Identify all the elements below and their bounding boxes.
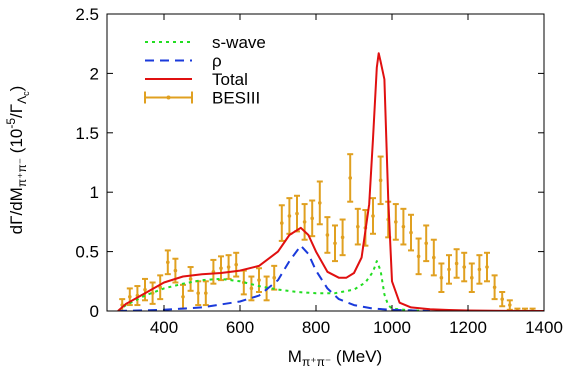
y-tick-label: 2 (90, 64, 99, 83)
series-swave-line (117, 260, 431, 311)
besiii-point (340, 235, 345, 240)
besiii-point (204, 291, 208, 295)
besiii-point (477, 267, 482, 272)
besiii-point (143, 287, 147, 292)
besiii-point (280, 221, 284, 225)
besiii-point (295, 211, 299, 216)
y-tick-label: 0.5 (75, 243, 99, 262)
besiii-point (485, 265, 489, 269)
plot-area (117, 52, 544, 311)
series-total-line (117, 52, 544, 311)
y-axis-label-sub2: Λ (15, 96, 29, 104)
besiii-point (439, 275, 444, 280)
besiii-point (318, 201, 322, 205)
besiii-point (424, 241, 429, 246)
y-tick-label: 0 (90, 302, 99, 321)
y-tick-label: 1 (90, 183, 99, 202)
besiii-point (348, 176, 353, 180)
x-tick-label: 600 (226, 318, 254, 337)
legend-swave-label: s-wave (212, 33, 266, 52)
besiii-point (454, 261, 459, 266)
besiii-point (181, 294, 185, 299)
besiii-point (325, 233, 330, 237)
x-tick-label: 1200 (449, 318, 487, 337)
x-tick-label: 400 (150, 318, 178, 337)
y-axis-label: dΓ/dMπ⁺π⁻ (10-5/ΓΛc) (4, 86, 31, 235)
y-tick-label: 1.5 (75, 124, 99, 143)
y-axis-label-subsub: c (21, 91, 31, 96)
besiii-point (409, 230, 413, 235)
besiii-point (234, 262, 238, 267)
besiii-point (249, 286, 254, 291)
y-axis-label-slash: /Γ (7, 104, 26, 118)
besiii-point (128, 294, 132, 299)
besiii-point (394, 220, 398, 224)
series-rho-line (117, 244, 431, 311)
besiii-point (226, 265, 231, 269)
besiii-point (378, 178, 383, 183)
besiii-point (447, 267, 451, 272)
legend-besiii-point (166, 95, 171, 100)
besiii-point (492, 285, 497, 290)
y-tick-label: 2.5 (75, 5, 99, 24)
x-axis-label: Mπ⁺π⁻ (MeV) (288, 347, 382, 368)
tick-labels: 400 600 800 1000 1200 1400 0 0.5 1 1.5 2 2.5 (75, 5, 563, 337)
besiii-point (310, 216, 315, 221)
y-axis-label-base: dΓ/dM (7, 187, 26, 234)
besiii-point (401, 224, 406, 229)
besiii-point (371, 214, 375, 218)
besiii-point (356, 224, 360, 229)
besiii-point (508, 303, 512, 307)
legend-besiii-label: BESIII (212, 89, 260, 108)
legend-total-label: Total (212, 70, 248, 89)
x-tick-label: 1400 (525, 318, 563, 337)
axes (106, 13, 545, 312)
y-axis-label-mid: (10 (7, 129, 26, 158)
y-axis-label-sup: -5 (4, 118, 18, 129)
besiii-point (470, 275, 474, 280)
besiii-point (166, 260, 170, 265)
besiii-point (173, 268, 178, 273)
besiii-point (257, 278, 261, 282)
x-tick-label: 1000 (373, 318, 411, 337)
x-axis-label-base: M (288, 347, 302, 366)
besiii-point (287, 214, 292, 218)
x-axis-label-unit: (MeV) (331, 347, 382, 366)
y-axis-label-sub: π⁺π⁻ (15, 158, 29, 187)
besiii-point (302, 220, 307, 224)
x-axis-label-sub: π⁺π⁻ (302, 355, 331, 368)
besiii-point (158, 285, 162, 290)
besiii-point (432, 255, 436, 260)
legend-rho-label: ρ (212, 52, 222, 71)
plot-frame (106, 13, 545, 312)
besiii-point (272, 275, 277, 280)
x-tick-label: 800 (302, 318, 330, 337)
besiii-point (500, 297, 505, 301)
besiii-point (416, 254, 421, 259)
besiii-point (462, 265, 467, 269)
besiii-point (333, 241, 337, 246)
besiii-point (196, 291, 200, 295)
y-axis-label-close: ) (7, 86, 26, 92)
besiii-point (188, 277, 193, 281)
besiii-point (219, 266, 223, 271)
